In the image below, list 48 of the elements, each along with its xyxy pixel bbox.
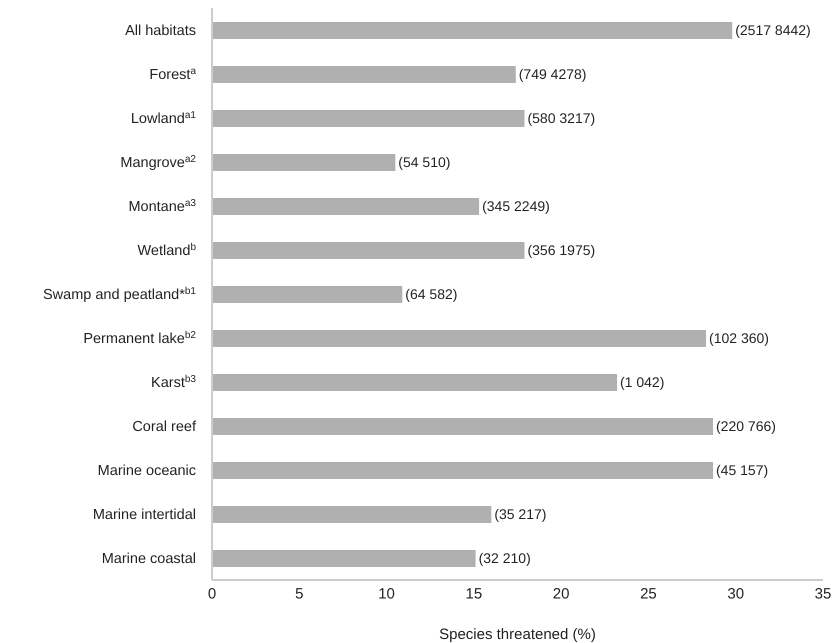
y-tick-label: Forest$^{a}$ bbox=[149, 66, 196, 83]
x-tick-label: 20 bbox=[552, 586, 570, 603]
y-tick-label: Marine intertidal bbox=[92, 507, 196, 523]
annotation: (580 3217) bbox=[527, 110, 596, 126]
x-tick-label: 35 bbox=[814, 586, 832, 603]
annotation: (54 510) bbox=[398, 154, 450, 170]
bar bbox=[212, 198, 480, 215]
annotation: (35 217) bbox=[494, 506, 546, 522]
x-tick-label: 0 bbox=[208, 586, 216, 603]
x-tick-label: 5 bbox=[295, 586, 304, 603]
bar bbox=[212, 374, 618, 391]
x-tick-label: 10 bbox=[378, 586, 395, 603]
bar bbox=[212, 462, 714, 479]
x-tick-label: 25 bbox=[640, 586, 657, 603]
annotation: (356 1975) bbox=[527, 242, 596, 258]
bar bbox=[212, 550, 476, 567]
annotation: (345 2249) bbox=[482, 198, 550, 214]
annotation: (45 157) bbox=[716, 462, 768, 478]
y-tick-label: Swamp and peatland*$^{b1}$ bbox=[42, 286, 196, 303]
y-tick-label: Lowland$^{a1}$ bbox=[130, 110, 196, 127]
annotation: (64 582) bbox=[405, 286, 458, 302]
bar bbox=[212, 286, 402, 303]
bar bbox=[212, 154, 396, 171]
annotation: (749 4278) bbox=[518, 66, 586, 82]
annotation: (2517 8442) bbox=[735, 22, 811, 38]
annotation: (102 360) bbox=[709, 330, 769, 346]
y-tick-label: Marine coastal bbox=[102, 551, 196, 567]
bar bbox=[212, 418, 714, 435]
y-tick-label: Montane$^{a3}$ bbox=[128, 198, 196, 215]
bar bbox=[212, 22, 732, 39]
y-tick-label: Wetland$^{b}$ bbox=[138, 242, 196, 259]
bar bbox=[212, 506, 492, 523]
y-tick-label: Mangrove$^{a2}$ bbox=[120, 154, 196, 171]
x-tick-label: 15 bbox=[466, 586, 482, 603]
bar bbox=[212, 66, 516, 83]
x-axis-title: Species threatened (%) bbox=[439, 626, 596, 643]
bar bbox=[212, 110, 524, 127]
y-tick-label: Permanent lake$^{b2}$ bbox=[83, 330, 196, 347]
y-tick-label: Karst$^{b3}$ bbox=[151, 374, 196, 391]
annotation: (32 210) bbox=[478, 550, 531, 566]
x-tick-label: 30 bbox=[727, 586, 744, 603]
bar bbox=[212, 330, 706, 347]
annotation: (220 766) bbox=[716, 418, 776, 434]
y-tick-label: Marine oceanic bbox=[98, 463, 196, 479]
y-tick-label: All habitats bbox=[125, 23, 196, 39]
y-tick-label: Coral reef bbox=[132, 419, 197, 435]
annotation: (1 042) bbox=[620, 374, 664, 390]
bar bbox=[212, 242, 524, 259]
